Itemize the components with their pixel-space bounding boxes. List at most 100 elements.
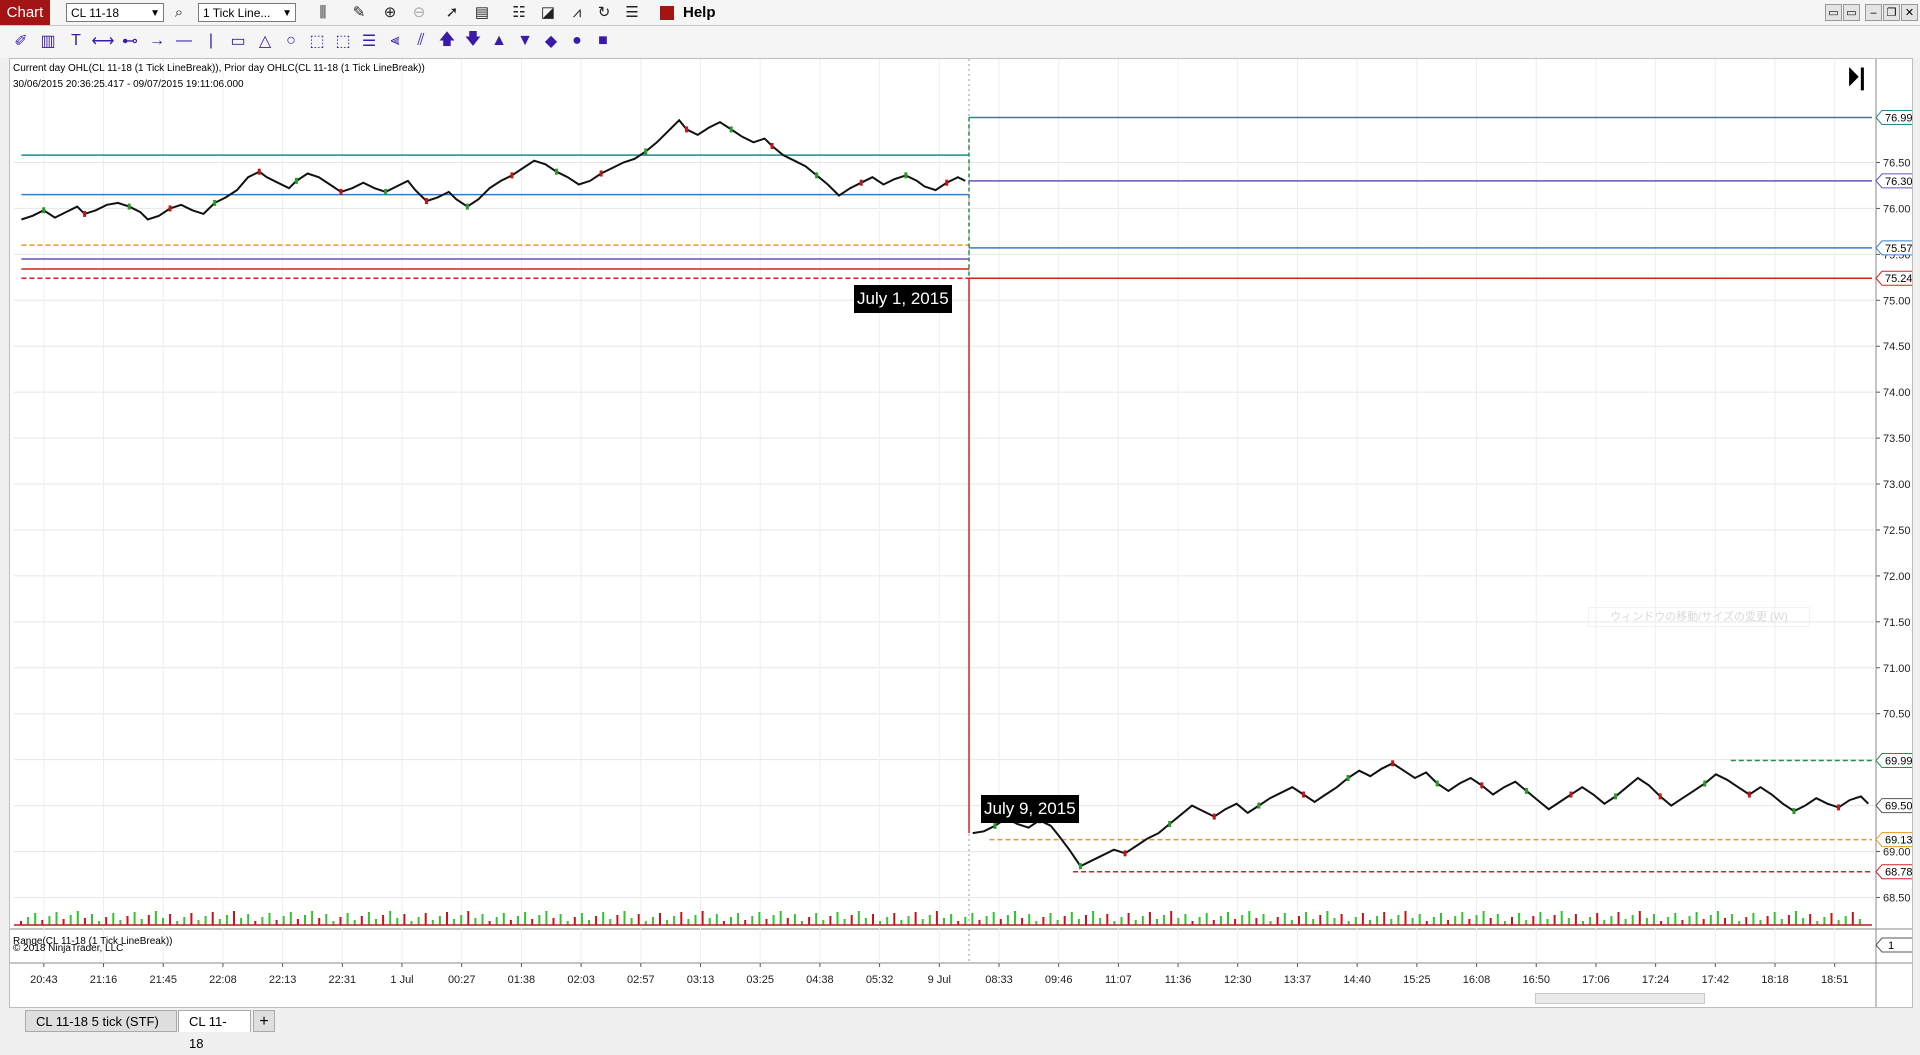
search-icon[interactable]: ⌕ <box>174 3 184 21</box>
square-icon[interactable]: ■ <box>598 32 608 49</box>
strategies-icon[interactable]: ◪ <box>540 4 556 21</box>
ellipse-icon[interactable]: ○ <box>286 32 296 49</box>
range-bar <box>928 915 931 925</box>
range-bar <box>1716 911 1719 925</box>
restore-icon[interactable]: ❐ <box>1883 4 1900 21</box>
text-icon[interactable]: T <box>71 32 81 49</box>
range-bar <box>1234 919 1237 925</box>
arrow-line-icon[interactable]: → <box>149 32 165 49</box>
close-icon[interactable]: ✕ <box>1901 4 1918 21</box>
range-bar <box>403 914 406 925</box>
price-box <box>510 172 514 179</box>
range-bar <box>1383 912 1386 925</box>
range-bar <box>879 921 882 925</box>
x-tick-label: 21:16 <box>90 974 118 986</box>
menu-bar: Chart CL 11-18 ▼ ⌕ 1 Tick Line... ▼ ⫼ ✎ … <box>0 0 1920 26</box>
triangle-down-icon[interactable]: ▼ <box>517 32 533 49</box>
range-bar <box>1056 920 1059 925</box>
chart-menu-button[interactable]: Chart <box>0 0 50 25</box>
andrews-pitchfork-icon[interactable]: ⫽ <box>417 32 425 49</box>
extended-line-icon[interactable]: ⊷ <box>122 33 138 50</box>
bar-type-icon[interactable]: ⫼ <box>319 3 327 21</box>
fib-extension-icon[interactable]: ⫷ <box>390 32 400 49</box>
ninjascript-icon[interactable] <box>660 6 674 20</box>
range-bar <box>524 912 527 925</box>
price-box <box>213 199 217 206</box>
range-bar <box>98 921 101 925</box>
range-bar <box>275 920 278 925</box>
price-box <box>257 168 261 175</box>
price-box <box>685 126 689 133</box>
range-bar <box>247 914 250 925</box>
range-bar <box>730 917 732 925</box>
fibonacci-icon[interactable]: ☰ <box>361 33 377 50</box>
line-segment-icon[interactable]: ⟷ <box>91 33 115 50</box>
range-bar <box>1205 913 1208 925</box>
range-bar <box>1298 916 1300 925</box>
range-panel-bars <box>14 911 1872 926</box>
zoom-in-icon[interactable]: ⊕ <box>383 4 397 21</box>
arrow-up-icon[interactable]: 🡅 <box>438 30 456 48</box>
range-bar <box>1106 914 1109 925</box>
price-marker <box>1875 753 1912 769</box>
price-box <box>294 177 298 184</box>
range-bar <box>1305 912 1308 925</box>
add-tab-icon[interactable]: + <box>253 1010 275 1032</box>
window-pin-icon[interactable]: ▭ <box>1843 4 1860 21</box>
range-bar <box>389 911 392 925</box>
price-marker-label: 69.50 <box>1885 801 1912 813</box>
range-bar <box>119 920 122 925</box>
range-bar <box>367 912 370 925</box>
tab-line-break[interactable]: CL 11-18 <box>178 1010 251 1051</box>
region-highlight-icon[interactable]: ⬚ <box>335 33 351 50</box>
window-move-hint: ウィンドウの移動/サイズの変更 (W) <box>1588 607 1810 627</box>
price-chart[interactable]: 76.5076.0075.5075.0074.5074.0073.5073.00… <box>10 59 1912 1007</box>
minimize-icon[interactable]: – <box>1865 4 1882 21</box>
tab-5-tick[interactable]: CL 11-18 5 tick (STF) <box>25 1010 177 1032</box>
range-bar <box>935 911 938 925</box>
range-bar <box>1283 913 1286 925</box>
range-bar <box>722 921 725 925</box>
range-bar <box>637 914 640 925</box>
triangle-icon[interactable]: △ <box>258 33 272 50</box>
properties-icon[interactable]: ☰ <box>625 4 639 21</box>
pointer-icon[interactable]: ➚ <box>445 4 459 21</box>
range-bar <box>240 918 243 925</box>
draw-brush-icon[interactable]: ✐ <box>14 33 28 50</box>
pencil-icon[interactable]: ✎ <box>352 4 366 21</box>
range-bar <box>318 918 321 925</box>
range-bar <box>595 916 598 925</box>
range-bar <box>580 913 583 925</box>
help-menu[interactable]: Help <box>683 4 716 21</box>
dot-icon[interactable]: ● <box>572 32 582 49</box>
chart-panel[interactable]: 76.5076.0075.5075.0074.5074.0073.5073.00… <box>9 58 1913 1008</box>
scroll-to-end-icon[interactable]: ⏵| <box>1847 64 1866 91</box>
diamond-icon[interactable]: ◆ <box>544 33 558 50</box>
range-bar <box>495 917 498 925</box>
rectangle-icon[interactable]: ▭ <box>230 33 246 50</box>
range-bar <box>289 912 292 925</box>
range-bar <box>360 916 363 925</box>
arrow-down-icon[interactable]: 🡇 <box>464 30 482 48</box>
range-bar <box>1738 921 1741 925</box>
range-bar <box>978 920 981 925</box>
refresh-icon[interactable]: ↻ <box>597 4 611 21</box>
triangle-up-icon[interactable]: ▲ <box>491 32 507 49</box>
price-line-0 <box>21 118 966 221</box>
drawing-tools-icon[interactable]: ⩘ <box>572 3 582 21</box>
instrument-select[interactable]: CL 11-18 ▼ <box>66 3 164 22</box>
period-select[interactable]: 1 Tick Line... ▼ <box>198 3 296 22</box>
vertical-line-icon[interactable]: | <box>208 32 214 49</box>
data-box-icon[interactable]: ▤ <box>474 4 490 21</box>
range-bar <box>680 912 683 925</box>
horizontal-scrollbar[interactable] <box>1535 993 1705 1004</box>
zoom-out-icon[interactable]: ⊖ <box>412 4 426 21</box>
region-icon[interactable]: ⬚ <box>309 33 325 50</box>
ruler-icon[interactable]: ▥ <box>40 33 56 50</box>
window-tile-icon[interactable]: ▭ <box>1825 4 1842 21</box>
range-bar <box>1681 920 1684 925</box>
indicators-icon[interactable]: ☷ <box>512 4 526 21</box>
horizontal-line-icon[interactable]: — <box>176 32 192 49</box>
drawing-toolbar: ✐ ▥ T ⟷ ⊷ → — | ▭ △ ○ ⬚ ⬚ ☰ ⫷ ⫽ 🡅 🡇 ▲ ▼ … <box>0 26 1920 58</box>
range-bar <box>133 912 136 925</box>
